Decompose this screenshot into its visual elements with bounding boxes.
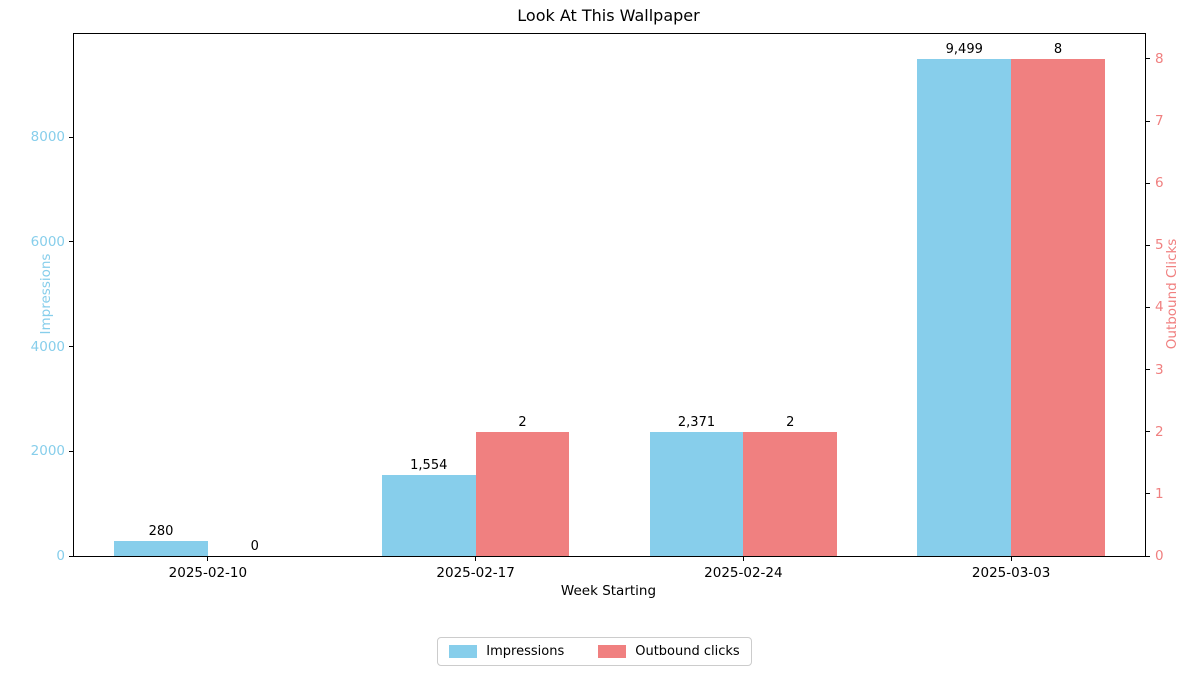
chart-title: Look At This Wallpaper [517,6,700,25]
bar-value-label: 8 [1053,41,1063,57]
bar-impressions-2025-03-03 [917,58,1012,556]
legend-label-impressions: Impressions [486,644,565,659]
right-tick-mark [1146,306,1150,308]
plot-area: 0 2000 4000 6000 8000 0 1 2 3 4 5 6 7 8 2025-02-10 280 0… [31,33,1164,581]
x-tick-label: 2025-02-24 [704,565,783,581]
left-tick-label: 4000 [30,338,65,355]
x-tick-mark [742,557,744,561]
bar-impressions-2025-02-17 [381,474,476,556]
legend-label-outbound-clicks: Outbound clicks [635,644,740,659]
legend: Impressions Outbound clicks [437,637,752,666]
bar-impressions-2025-02-24 [649,431,744,556]
x-axis-title: Week Starting [560,583,657,599]
right-tick-mark [1146,120,1150,122]
bar-value-label: 0 [250,539,259,554]
left-tick-label: 2000 [30,443,65,460]
right-tick-mark [1146,555,1150,557]
bar-value-label: 280 [148,524,174,540]
right-tick-label: 3 [1155,361,1164,378]
left-tick-label: 0 [56,548,65,564]
legend-item-outbound-clicks: Outbound clicks [598,644,740,659]
x-tick-label: 2025-02-10 [168,565,248,581]
right-tick-label: 2 [1155,423,1164,440]
right-tick-mark [1146,431,1150,433]
left-tick-mark [69,450,73,452]
x-tick-mark [207,557,209,561]
bar-value-label: 2 [518,414,527,430]
x-tick-mark [475,557,477,561]
bar-outbound-clicks-2025-03-03 [1011,58,1105,556]
right-tick-mark [1146,493,1150,495]
bar-outbound-clicks-2025-02-24 [743,431,838,556]
right-tick-label: 6 [1155,175,1164,192]
bar-value-label: 9,499 [945,41,983,57]
right-axis-title: Outbound Clicks [1164,238,1180,350]
x-tick-mark [1010,557,1012,561]
legend-row: Impressions Outbound clicks [0,637,1189,666]
bar-value-label: 2,371 [677,414,716,430]
bar-value-label: 2 [786,414,795,430]
right-tick-mark [1146,58,1150,60]
left-tick-mark [69,136,73,138]
right-tick-label: 5 [1155,237,1164,254]
left-axis-title: Impressions [38,253,54,335]
legend-item-impressions: Impressions [449,644,564,659]
x-tick-label: 2025-03-03 [971,565,1051,581]
right-tick-mark [1146,182,1150,184]
left-tick-label: 8000 [30,129,65,146]
left-tick-mark [69,241,73,243]
x-tick-label: 2025-02-17 [436,565,515,581]
bar-outbound-clicks-2025-02-17 [475,431,570,556]
right-tick-label: 8 [1155,50,1164,67]
right-tick-mark [1146,244,1150,246]
left-tick-label: 6000 [30,233,65,250]
bar-impressions-2025-02-10 [114,541,208,556]
impressions-swatch [449,645,478,658]
right-tick-label: 1 [1155,485,1164,502]
bar-value-label: 1,554 [410,457,448,473]
right-tick-label: 4 [1155,299,1164,316]
outbound-clicks-swatch [598,645,627,658]
left-tick-mark [69,346,73,348]
left-tick-mark [69,555,73,557]
right-tick-label: 0 [1155,548,1164,564]
right-tick-mark [1146,369,1150,371]
right-tick-label: 7 [1155,113,1164,129]
